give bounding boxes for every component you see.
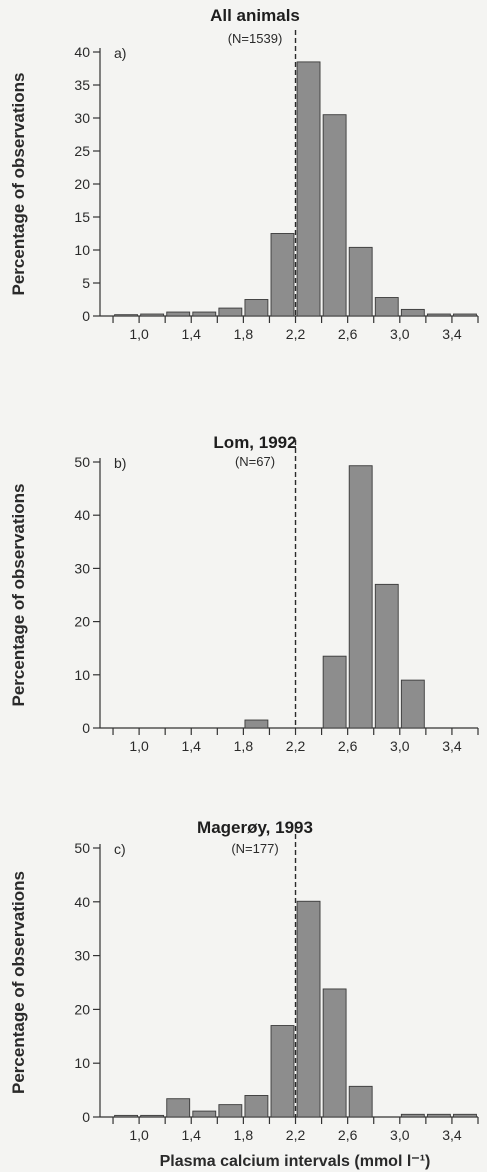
chart-panel-2: Lom, 1992 (N=67) Percentage of observation… bbox=[9, 433, 479, 754]
x-tick-label: 2,6 bbox=[338, 326, 358, 342]
x-tick-label: 2,2 bbox=[286, 738, 306, 754]
histogram-bar bbox=[296, 61, 321, 317]
panel-label: b) bbox=[114, 455, 126, 471]
histogram-bar bbox=[322, 655, 347, 729]
histogram-bar bbox=[322, 988, 347, 1118]
chart-panel-3: Magerøy, 1993 (N=177) Percentage of observ… bbox=[9, 818, 479, 1170]
x-tick-label: 2,2 bbox=[286, 326, 306, 342]
histogram-bar bbox=[374, 297, 399, 317]
x-tick-label: 3,0 bbox=[390, 738, 410, 754]
histogram-bar bbox=[400, 1113, 425, 1118]
histogram-bar bbox=[374, 583, 399, 729]
y-tick-label: 35 bbox=[74, 77, 90, 93]
y-tick-label: 40 bbox=[74, 894, 90, 910]
histogram-bar bbox=[140, 1114, 165, 1118]
panel-label: a) bbox=[114, 45, 126, 61]
histogram-bar bbox=[348, 246, 373, 317]
y-tick-label: 20 bbox=[74, 1001, 90, 1017]
chart-panel-1: All animals (N=1539) Percentage of observa… bbox=[9, 6, 479, 342]
x-tick-label: 3,0 bbox=[390, 326, 410, 342]
y-tick-label: 30 bbox=[74, 948, 90, 964]
chart-subtitle: (N=177) bbox=[231, 841, 278, 856]
y-axis-label: Percentage of observations bbox=[9, 484, 28, 707]
panel-label: c) bbox=[114, 841, 126, 857]
y-tick-label: 30 bbox=[74, 560, 90, 576]
x-tick-label: 2,6 bbox=[338, 1127, 358, 1143]
y-tick-label: 15 bbox=[74, 209, 90, 225]
x-tick-label: 1,8 bbox=[234, 326, 254, 342]
y-tick-label: 10 bbox=[74, 667, 90, 683]
histogram-bar bbox=[400, 679, 425, 729]
x-tick-label: 1,0 bbox=[129, 1127, 149, 1143]
histogram-bar bbox=[400, 308, 425, 317]
chart-title: Magerøy, 1993 bbox=[197, 818, 313, 837]
y-tick-label: 50 bbox=[74, 840, 90, 856]
y-axis-label: Percentage of observations bbox=[9, 871, 28, 1094]
x-tick-label: 3,4 bbox=[442, 1127, 462, 1143]
histogram-bar bbox=[192, 1110, 217, 1118]
y-tick-label: 50 bbox=[74, 454, 90, 470]
histogram-bar bbox=[140, 313, 165, 317]
histogram-bar bbox=[166, 311, 191, 317]
histogram-bar bbox=[348, 1085, 373, 1118]
histogram-bar bbox=[270, 233, 295, 317]
y-tick-label: 0 bbox=[82, 1109, 90, 1125]
x-tick-label: 2,2 bbox=[286, 1127, 306, 1143]
chart-subtitle: (N=67) bbox=[235, 454, 275, 469]
x-tick-label: 1,0 bbox=[129, 738, 149, 754]
x-tick-label: 2,6 bbox=[338, 738, 358, 754]
x-axis-label: Plasma calcium intervals (mmol l⁻¹) bbox=[160, 1153, 431, 1170]
x-tick-label: 1,4 bbox=[182, 1127, 202, 1143]
histogram-bar bbox=[296, 900, 321, 1118]
y-tick-label: 10 bbox=[74, 1055, 90, 1071]
histogram-bar bbox=[114, 314, 138, 317]
y-axis-label: Percentage of observations bbox=[9, 73, 28, 296]
histogram-bar bbox=[453, 1113, 477, 1118]
x-tick-label: 1,4 bbox=[182, 326, 202, 342]
y-tick-label: 40 bbox=[74, 44, 90, 60]
x-tick-label: 1,8 bbox=[234, 1127, 254, 1143]
x-tick-label: 1,4 bbox=[182, 738, 202, 754]
histogram-bar bbox=[322, 114, 347, 317]
histogram-bar bbox=[270, 1025, 295, 1118]
y-tick-label: 20 bbox=[74, 614, 90, 630]
x-tick-label: 3,4 bbox=[442, 326, 462, 342]
x-tick-label: 3,0 bbox=[390, 1127, 410, 1143]
chart-title: Lom, 1992 bbox=[213, 433, 296, 452]
y-tick-label: 5 bbox=[82, 275, 90, 291]
histogram-bar bbox=[426, 1113, 451, 1118]
histogram-bar bbox=[114, 1114, 138, 1118]
y-tick-label: 0 bbox=[82, 308, 90, 324]
histogram-bar bbox=[218, 1104, 243, 1118]
x-tick-label: 1,0 bbox=[129, 326, 149, 342]
y-tick-label: 40 bbox=[74, 507, 90, 523]
histogram-bar bbox=[453, 313, 477, 317]
histogram-bar bbox=[244, 719, 269, 729]
y-tick-label: 10 bbox=[74, 242, 90, 258]
x-tick-label: 3,4 bbox=[442, 738, 462, 754]
histogram-bar bbox=[192, 311, 217, 317]
y-tick-label: 30 bbox=[74, 110, 90, 126]
y-tick-label: 0 bbox=[82, 720, 90, 736]
chart-subtitle: (N=1539) bbox=[228, 31, 283, 46]
histogram-bar bbox=[244, 299, 269, 317]
chart-title: All animals bbox=[210, 6, 300, 25]
histogram-bar bbox=[348, 465, 373, 729]
y-tick-label: 25 bbox=[74, 143, 90, 159]
histogram-bar bbox=[426, 313, 451, 317]
histogram-bar bbox=[166, 1098, 191, 1118]
x-tick-label: 1,8 bbox=[234, 738, 254, 754]
histogram-bar bbox=[218, 307, 243, 317]
y-tick-label: 20 bbox=[74, 176, 90, 192]
histogram-bar bbox=[244, 1095, 269, 1118]
